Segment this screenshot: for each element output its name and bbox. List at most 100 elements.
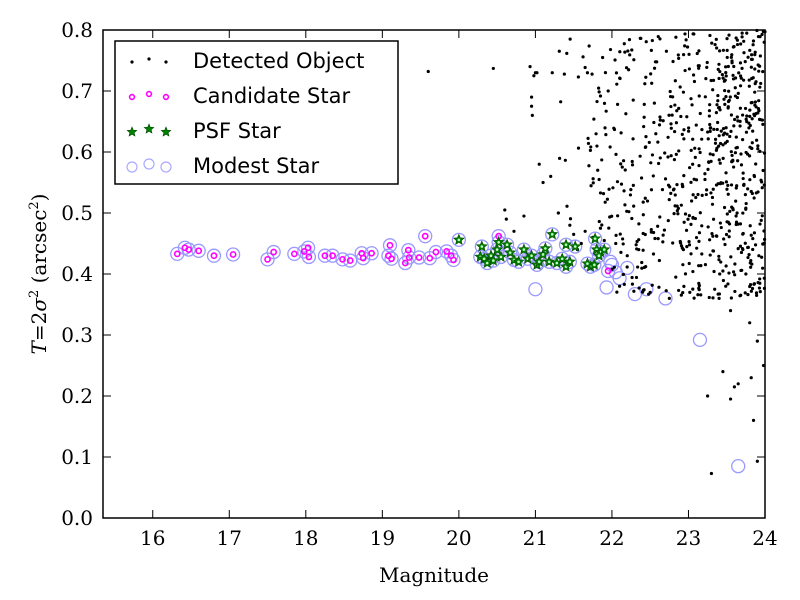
detected-object-point (755, 138, 759, 142)
x-tick-label: 17 (217, 526, 242, 550)
detected-object-point (703, 177, 707, 182)
x-tick-label: 18 (293, 526, 318, 550)
detected-object-point (745, 31, 749, 35)
detected-object-point (717, 62, 721, 66)
detected-object-point (550, 71, 554, 75)
detected-object-point (657, 258, 661, 263)
detected-object-point (684, 228, 689, 232)
detected-object-point (739, 152, 743, 156)
detected-object-point (713, 287, 717, 291)
candidate-star-point (443, 248, 451, 255)
detected-object-point (733, 151, 738, 155)
candidate-star-point (270, 248, 278, 256)
psf-star-center (597, 254, 601, 257)
detected-object-point (731, 45, 735, 49)
detected-object-point (695, 246, 699, 250)
detected-object-point (586, 141, 591, 146)
psf-star-center (495, 248, 499, 251)
detected-object-point (627, 38, 632, 42)
legend-marker-circle (143, 158, 155, 170)
detected-object-point (715, 127, 719, 132)
detected-object-point (663, 151, 667, 155)
detected-object-point (732, 165, 736, 169)
detected-object-point (727, 271, 731, 275)
detected-object-point (747, 126, 751, 130)
detected-object-point (650, 283, 654, 287)
detected-object-point (733, 86, 737, 90)
modest-star-point (528, 282, 543, 297)
detected-object-point (715, 46, 719, 50)
detected-object-point (624, 112, 628, 116)
detected-object-point (735, 211, 739, 215)
detected-object-point (640, 260, 644, 265)
detected-object-point (746, 245, 750, 250)
detected-object-point (734, 186, 738, 190)
plot-area (170, 28, 767, 476)
detected-object-point (641, 200, 645, 204)
detected-object-point (637, 286, 641, 290)
candidate-star-point (290, 250, 298, 258)
detected-object-point (581, 55, 585, 59)
detected-object-point (684, 38, 688, 42)
detected-object-point (615, 180, 620, 184)
detected-object-point (734, 214, 738, 218)
detected-object-point (761, 122, 765, 126)
detected-object-point (741, 232, 745, 236)
candidate-star-point (405, 254, 413, 261)
detected-object-point (630, 275, 634, 280)
detected-object-point (602, 101, 607, 105)
psf-star-center (550, 233, 554, 236)
detected-object-point (689, 180, 693, 184)
detected-object-point (726, 64, 730, 69)
detected-object-point (730, 59, 734, 63)
detected-object-point (704, 77, 708, 81)
detected-object-point (537, 162, 541, 166)
detected-object-point (738, 222, 743, 226)
legend-box (114, 40, 399, 185)
candidate-star-point (368, 249, 376, 257)
detected-object-point (589, 145, 593, 149)
detected-object-point (608, 215, 612, 219)
detected-object-point (748, 114, 752, 118)
detected-object-point (753, 243, 758, 247)
detected-object-point (688, 290, 692, 294)
detected-object-point (677, 149, 681, 153)
detected-object-point (682, 128, 686, 132)
detected-object-point (643, 82, 647, 86)
detected-object-point (656, 237, 660, 241)
detected-object-point (717, 254, 721, 258)
detected-object-point (576, 75, 580, 79)
detected-object-point (618, 232, 622, 236)
detected-object-point (683, 68, 687, 73)
psf-star-center (485, 261, 489, 265)
detected-object-point (603, 200, 607, 204)
detected-object-point (623, 50, 627, 54)
detected-object-point (562, 72, 566, 76)
psf-star-center (602, 248, 606, 251)
psf-star-center (517, 260, 520, 264)
legend-marker-ring (162, 93, 170, 101)
detected-object-point (736, 159, 740, 163)
legend-marker-ring (128, 93, 136, 101)
detected-object-point (727, 229, 731, 233)
detected-object-point (650, 81, 654, 85)
detected-object-point (731, 159, 735, 163)
detected-object-point (620, 165, 624, 169)
detected-object-point (711, 217, 716, 221)
detected-object-point (759, 81, 763, 86)
modest-star-point (225, 247, 241, 262)
detected-object-point (693, 146, 697, 150)
detected-object-point (731, 270, 736, 274)
psf-star-center (530, 254, 533, 257)
modest-star-point (401, 250, 417, 265)
detected-object-point (653, 236, 657, 241)
modest-star-point (335, 252, 350, 267)
detected-object-point (756, 34, 761, 39)
detected-object-point (697, 147, 701, 151)
detected-object-point (596, 168, 600, 172)
modest-star-point (191, 243, 206, 258)
detected-object-point (760, 255, 764, 259)
candidate-star-point (339, 255, 346, 263)
detected-object-point (703, 95, 707, 99)
modest-star-point (317, 248, 333, 263)
